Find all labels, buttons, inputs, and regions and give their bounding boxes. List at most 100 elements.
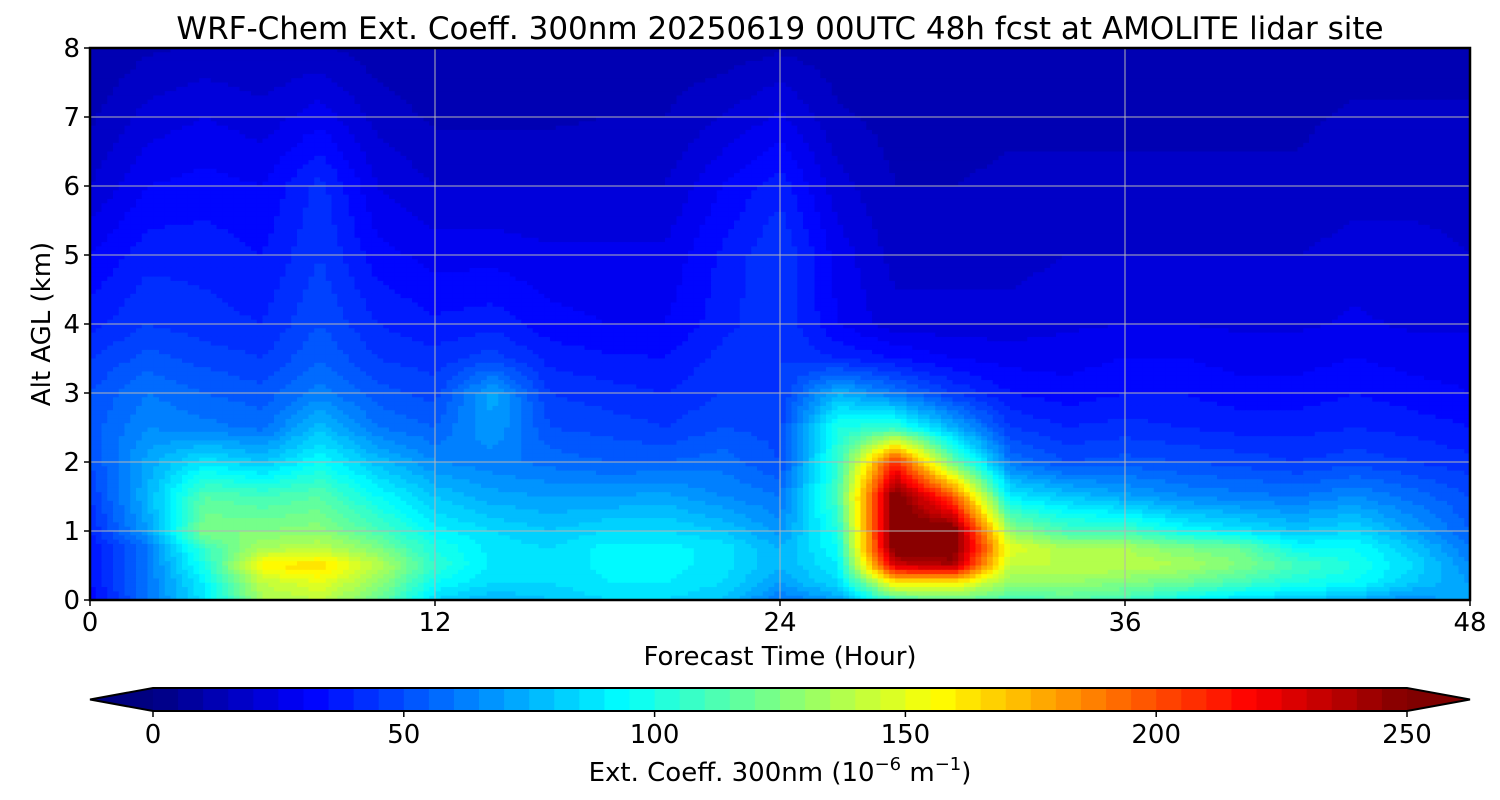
heatmap-cell xyxy=(912,134,918,139)
heatmap-cell xyxy=(740,104,746,109)
heatmap-cell xyxy=(1010,74,1016,79)
heatmap-cell xyxy=(700,83,706,88)
heatmap-cell xyxy=(999,100,1005,105)
heatmap-cell xyxy=(1114,108,1120,113)
heatmap-cell xyxy=(1309,52,1315,57)
heatmap-cell xyxy=(608,104,614,109)
heatmap-cell xyxy=(590,57,596,62)
heatmap-cell xyxy=(458,83,464,88)
heatmap-cell xyxy=(1183,78,1189,83)
heatmap-cell xyxy=(251,57,257,62)
heatmap-cell xyxy=(1372,78,1378,83)
heatmap-cell xyxy=(889,126,895,131)
heatmap-cell xyxy=(383,117,389,122)
heatmap-cell xyxy=(861,117,867,122)
heatmap-cell xyxy=(981,52,987,57)
heatmap-cell xyxy=(1039,95,1045,100)
heatmap-cell xyxy=(797,130,803,135)
heatmap-cell xyxy=(746,130,752,135)
heatmap-cell xyxy=(401,104,407,109)
heatmap-cell xyxy=(1033,57,1039,62)
heatmap-cell xyxy=(1045,52,1051,57)
heatmap-cell xyxy=(1441,74,1447,79)
heatmap-cell xyxy=(263,100,269,105)
heatmap-cell xyxy=(320,95,326,100)
heatmap-cell xyxy=(130,57,136,62)
heatmap-cell xyxy=(332,78,338,83)
heatmap-cell xyxy=(447,65,453,70)
heatmap-cell xyxy=(700,70,706,75)
heatmap-cell xyxy=(1188,100,1194,105)
heatmap-cell xyxy=(1395,100,1401,105)
heatmap-cell xyxy=(728,100,734,105)
heatmap-cell xyxy=(1275,65,1281,70)
heatmap-cell xyxy=(107,78,113,83)
heatmap-cell xyxy=(769,70,775,75)
heatmap-cell xyxy=(631,108,637,113)
heatmap-cell xyxy=(205,108,211,113)
heatmap-cell xyxy=(148,134,154,139)
heatmap-cell xyxy=(125,57,131,62)
heatmap-cell xyxy=(820,117,826,122)
heatmap-cell xyxy=(1315,108,1321,113)
heatmap-cell xyxy=(671,52,677,57)
heatmap-cell xyxy=(872,126,878,131)
heatmap-cell xyxy=(401,126,407,131)
heatmap-cell xyxy=(1085,57,1091,62)
heatmap-cell xyxy=(452,57,458,62)
heatmap-cell xyxy=(136,65,142,70)
heatmap-cell xyxy=(861,95,867,100)
heatmap-cell xyxy=(809,134,815,139)
heatmap-cell xyxy=(1413,78,1419,83)
heatmap-cell xyxy=(746,104,752,109)
heatmap-cell xyxy=(481,78,487,83)
heatmap-cell xyxy=(1096,61,1102,66)
heatmap-cell xyxy=(176,70,182,75)
heatmap-cell xyxy=(1275,61,1281,66)
heatmap-cell xyxy=(843,134,849,139)
heatmap-cell xyxy=(1125,104,1131,109)
heatmap-cell xyxy=(447,70,453,75)
heatmap-cell xyxy=(1332,52,1338,57)
heatmap-cell xyxy=(746,100,752,105)
heatmap-cell xyxy=(993,126,999,131)
heatmap-cell xyxy=(1016,74,1022,79)
heatmap-cell xyxy=(188,78,194,83)
heatmap-cell xyxy=(280,100,286,105)
heatmap-cell xyxy=(452,117,458,122)
heatmap-cell xyxy=(907,108,913,113)
heatmap-cell xyxy=(1453,91,1459,96)
heatmap-cell xyxy=(740,61,746,66)
heatmap-cell xyxy=(165,108,171,113)
heatmap-cell xyxy=(1441,130,1447,135)
heatmap-cell xyxy=(1079,57,1085,62)
heatmap-cell xyxy=(1234,100,1240,105)
heatmap-cell xyxy=(815,130,821,135)
heatmap-cell xyxy=(780,91,786,96)
heatmap-cell xyxy=(481,83,487,88)
heatmap-cell xyxy=(1263,57,1269,62)
heatmap-cell xyxy=(102,87,108,92)
heatmap-cell xyxy=(1194,52,1200,57)
heatmap-cell xyxy=(728,95,734,100)
heatmap-cell xyxy=(849,95,855,100)
heatmap-cell xyxy=(1355,74,1361,79)
heatmap-cell xyxy=(723,126,729,131)
heatmap-cell xyxy=(136,126,142,131)
heatmap-cell xyxy=(1056,117,1062,122)
heatmap-cell xyxy=(1183,100,1189,105)
heatmap-cell xyxy=(470,65,476,70)
heatmap-cell xyxy=(107,91,113,96)
heatmap-cell xyxy=(539,70,545,75)
heatmap-cell xyxy=(1309,117,1315,122)
heatmap-cell xyxy=(723,108,729,113)
heatmap-cell xyxy=(303,95,309,100)
heatmap-cell xyxy=(113,126,119,131)
heatmap-cell xyxy=(1022,61,1028,66)
heatmap-cell xyxy=(958,91,964,96)
heatmap-cell xyxy=(648,57,654,62)
heatmap-cell xyxy=(590,134,596,139)
heatmap-cell xyxy=(1390,61,1396,66)
heatmap-cell xyxy=(746,108,752,113)
heatmap-cell xyxy=(901,104,907,109)
